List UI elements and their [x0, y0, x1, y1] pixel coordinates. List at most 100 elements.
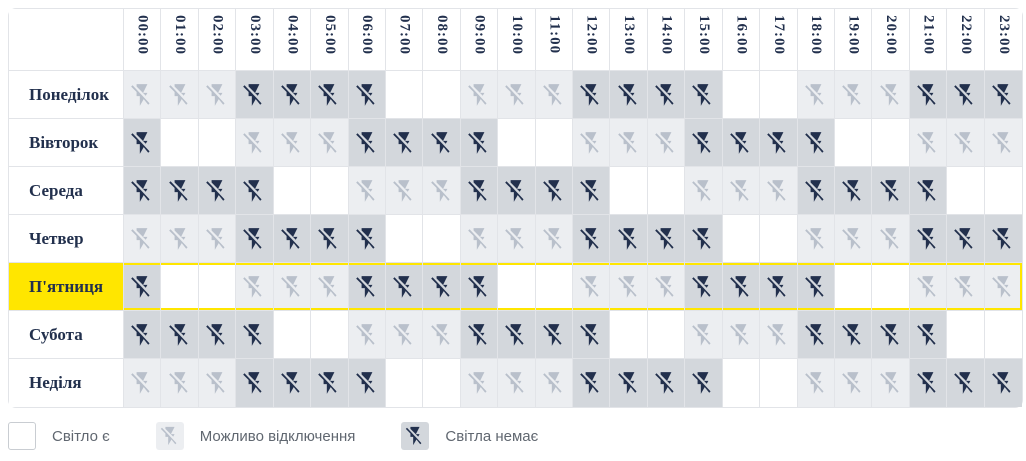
legend-item-on: Світло є — [8, 422, 110, 450]
flash-off-icon — [765, 322, 791, 348]
flash-off-icon — [204, 370, 230, 396]
flash-off-icon — [204, 226, 230, 252]
flash-off-icon — [129, 82, 155, 108]
flash-off-icon — [129, 370, 155, 396]
schedule-cell — [198, 71, 237, 119]
schedule-cell — [909, 167, 948, 215]
flash-off-icon — [391, 178, 417, 204]
schedule-cell — [535, 359, 573, 407]
flash-off-icon — [616, 370, 642, 396]
flash-off-icon — [429, 130, 455, 156]
schedule-cell — [647, 119, 686, 167]
schedule-cell — [872, 263, 910, 311]
schedule-cell — [273, 119, 312, 167]
schedule-cell — [460, 263, 499, 311]
schedule-cell — [498, 71, 536, 119]
schedule-cell — [573, 263, 611, 311]
schedule-cell — [722, 167, 761, 215]
flash-off-icon — [503, 370, 529, 396]
schedule-cell — [834, 167, 873, 215]
schedule-cell — [273, 167, 312, 215]
flash-off-icon — [391, 274, 417, 300]
flash-off-icon — [728, 322, 754, 348]
schedule-cell — [797, 71, 835, 119]
schedule-cell — [722, 119, 761, 167]
schedule-cell — [161, 167, 199, 215]
flash-off-icon — [765, 274, 791, 300]
schedule-cell — [722, 311, 761, 359]
flash-off-icon — [541, 82, 567, 108]
schedule-cell — [498, 215, 536, 263]
flash-off-icon — [915, 226, 941, 252]
schedule-cell — [161, 71, 199, 119]
schedule-cell — [236, 359, 274, 407]
flash-off-icon — [578, 370, 604, 396]
schedule-cell — [535, 119, 573, 167]
schedule-cell — [984, 215, 1022, 263]
flash-off-icon — [279, 274, 305, 300]
flash-off-icon — [616, 82, 642, 108]
schedule-cell — [124, 215, 162, 263]
flash-off-icon — [241, 322, 267, 348]
flash-off-icon — [129, 226, 155, 252]
schedule-cell — [236, 215, 274, 263]
flash-off-icon — [204, 322, 230, 348]
schedule-cell — [311, 359, 349, 407]
flash-off-icon — [915, 274, 941, 300]
schedule-cell — [535, 215, 573, 263]
flash-off-icon — [728, 274, 754, 300]
schedule-cell — [685, 119, 723, 167]
schedule-cell — [498, 167, 536, 215]
hour-header: 09:00 — [460, 9, 499, 71]
flash-off-icon — [616, 226, 642, 252]
flash-off-icon — [803, 82, 829, 108]
schedule-cell — [198, 119, 237, 167]
schedule-cell — [348, 263, 386, 311]
flash-off-icon — [541, 178, 567, 204]
flash-off-icon — [690, 370, 716, 396]
flash-off-icon — [765, 130, 791, 156]
flash-off-icon — [429, 322, 455, 348]
schedule-cell — [236, 263, 274, 311]
flash-off-icon — [915, 370, 941, 396]
schedule-cell — [947, 311, 985, 359]
flash-off-icon — [653, 226, 679, 252]
schedule-cell — [535, 311, 573, 359]
schedule-cell — [947, 119, 985, 167]
schedule-cell — [984, 71, 1022, 119]
flash-off-icon — [803, 178, 829, 204]
schedule-cell — [797, 359, 835, 407]
flash-off-icon — [541, 370, 567, 396]
schedule-cell — [236, 119, 274, 167]
schedule-cell — [984, 359, 1022, 407]
flash-off-icon — [653, 274, 679, 300]
schedule-cell — [236, 311, 274, 359]
hour-header: 18:00 — [797, 9, 835, 71]
hour-header: 04:00 — [273, 9, 312, 71]
schedule-cell — [498, 119, 536, 167]
flash-off-icon — [840, 82, 866, 108]
flash-off-icon — [354, 274, 380, 300]
schedule-cell — [610, 263, 648, 311]
schedule-cell — [984, 311, 1022, 359]
hour-header: 14:00 — [647, 9, 686, 71]
schedule-cell — [685, 71, 723, 119]
schedule-cell — [498, 263, 536, 311]
flash-off-icon — [316, 130, 342, 156]
schedule-cell — [273, 71, 312, 119]
legend-swatch-off — [401, 422, 430, 450]
day-label: Неділя — [9, 359, 124, 407]
flash-off-icon — [354, 82, 380, 108]
hour-header: 22:00 — [947, 9, 985, 71]
flash-off-icon — [541, 226, 567, 252]
flash-off-icon — [840, 370, 866, 396]
schedule-cell — [797, 119, 835, 167]
flash-off-icon — [241, 82, 267, 108]
schedule-cell — [385, 119, 424, 167]
flash-off-icon — [952, 82, 978, 108]
schedule-cell — [385, 167, 424, 215]
hour-header: 11:00 — [535, 9, 573, 71]
schedule-cell — [311, 167, 349, 215]
flash-off-icon — [990, 130, 1016, 156]
flash-off-icon — [690, 178, 716, 204]
